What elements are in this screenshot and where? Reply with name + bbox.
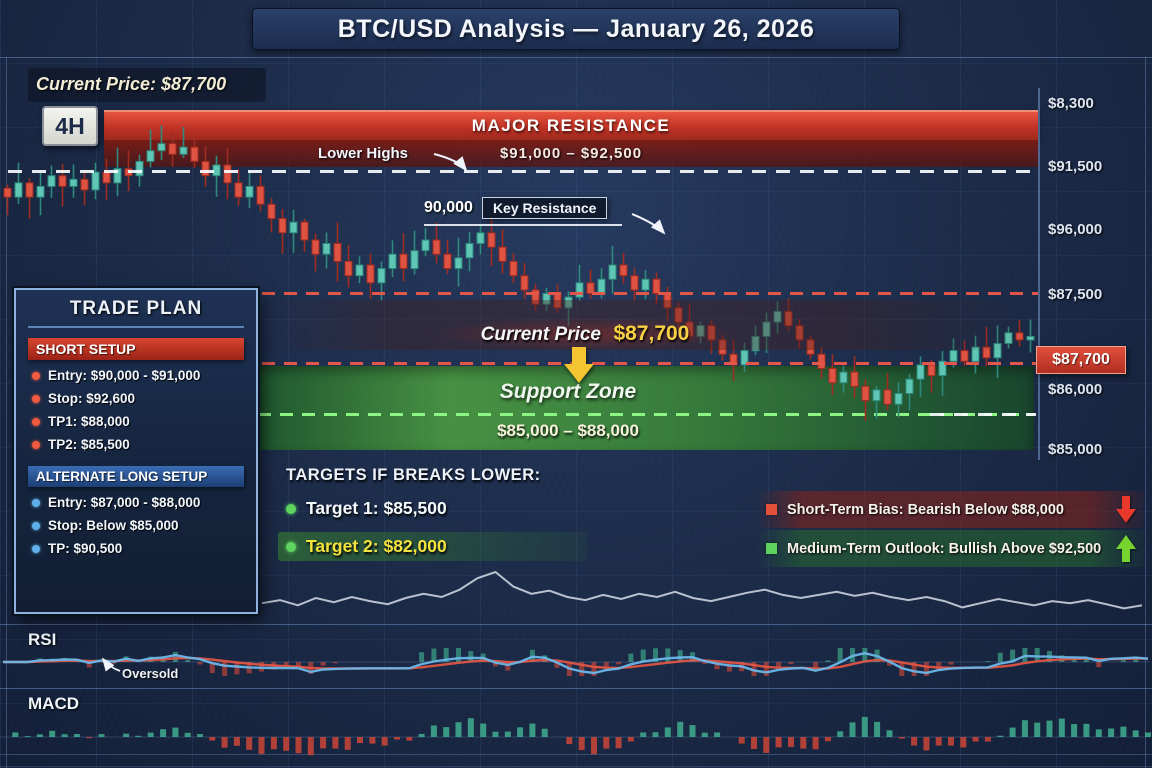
resistance-dashed-line: [262, 292, 1038, 295]
long-setup-entry: Entry: $87,000 - $88,000: [48, 495, 201, 510]
list-item: TP2: $85,500: [16, 433, 256, 456]
medium-term-outlook-badge: Medium-Term Outlook: Bullish Above $92,5…: [756, 530, 1144, 567]
price-axis-label: $96,000: [1048, 221, 1103, 238]
bullet-icon: [286, 503, 296, 514]
title-banner: BTC/USD Analysis — January 26, 2026: [252, 8, 900, 50]
rsi-label: RSI: [28, 630, 57, 649]
short-setup-banner: SHORT SETUP: [28, 338, 244, 360]
up-arrow-icon: [1116, 535, 1136, 562]
down-arrow-icon: [564, 347, 594, 384]
timeframe-badge: 4H: [42, 106, 98, 146]
bullet-icon: [32, 394, 40, 403]
list-item: Stop: Below $85,000: [16, 514, 256, 537]
key-resistance-price: 90,000: [424, 199, 473, 216]
frame-line: [0, 688, 1152, 689]
price-axis-label: $8,300: [1048, 95, 1094, 112]
support-zone-title: Support Zone: [499, 380, 637, 403]
key-resistance-arrow-icon: [631, 213, 666, 235]
major-resistance-range-row: $91,000 – $92,500: [104, 140, 1038, 167]
current-price-value: $87,700: [613, 322, 690, 345]
list-item: TP1: $88,000: [16, 410, 256, 433]
bullet-icon: [32, 371, 40, 380]
frame-line: [0, 624, 1152, 625]
bullet-icon: [32, 417, 40, 426]
current-price-dashed-line: [262, 362, 1038, 365]
bullet-icon: [32, 544, 40, 553]
support-zone-range: $85,000 – $88,000: [497, 421, 639, 440]
price-axis-label: $91,500: [1048, 158, 1103, 175]
bullet-icon: [32, 498, 40, 507]
targets-block: TARGETS IF BREAKS LOWER: Target 1: $85,5…: [278, 466, 587, 561]
down-arrow-icon: [1116, 496, 1136, 523]
current-price-tag: $87,700: [1036, 346, 1126, 374]
short-setup-tp1: TP1: $88,000: [48, 414, 130, 429]
lower-highs-line: [8, 170, 1038, 173]
lower-highs-label: Lower Highs: [318, 145, 409, 162]
list-item: Stop: $92,600: [16, 387, 256, 410]
major-resistance-title-row: MAJOR RESISTANCE: [104, 110, 1038, 140]
long-setup-banner: ALTERNATE LONG SETUP: [28, 466, 244, 487]
frame-line: [0, 766, 1152, 767]
current-price-header: Current Price: $87,700: [36, 74, 227, 94]
short-term-bias-label: Short-Term Bias: Bearish Below $88,000: [787, 501, 1064, 518]
list-item: Entry: $87,000 - $88,000: [16, 491, 256, 514]
support-trough-line: [930, 413, 1036, 416]
long-setup-stop: Stop: Below $85,000: [48, 518, 179, 533]
key-resistance-label: Key Resistance: [481, 197, 608, 219]
bearish-marker-icon: [766, 504, 777, 515]
bullet-icon: [286, 541, 296, 552]
major-resistance-range: $91,000 – $92,500: [499, 145, 643, 162]
support-zone-band: Support Zone $85,000 – $88,000: [258, 366, 1034, 450]
short-setup-entry: Entry: $90,000 - $91,000: [48, 368, 201, 383]
targets-title: TARGETS IF BREAKS LOWER:: [286, 466, 541, 484]
current-price-prefix: Current Price: [480, 324, 601, 345]
bullish-marker-icon: [766, 543, 777, 554]
price-axis-label: $87,500: [1048, 286, 1103, 303]
mini-price-sparkline: [261, 570, 1143, 610]
long-setup-tp: TP: $90,500: [48, 541, 123, 556]
frame-line: [1145, 57, 1146, 768]
short-term-bias-badge: Short-Term Bias: Bearish Below $88,000: [756, 491, 1144, 528]
frame-line: [0, 754, 1152, 755]
target-row: Target 2: $82,000: [278, 532, 587, 561]
page-title: BTC/USD Analysis — January 26, 2026: [337, 14, 815, 43]
short-setup-stop: Stop: $92,600: [48, 391, 136, 406]
bullet-icon: [32, 521, 40, 530]
target-row: Target 1: $85,500: [286, 498, 587, 519]
key-resistance-callout: 90,000 Key Resistance: [424, 197, 608, 219]
support-zone-dashed-line: [258, 413, 1034, 416]
target-1: Target 1: $85,500: [306, 498, 447, 518]
trade-plan-panel: TRADE PLAN SHORT SETUP Entry: $90,000 - …: [14, 288, 258, 614]
macd-label: MACD: [28, 694, 79, 713]
price-axis-label: $85,000: [1048, 441, 1103, 458]
price-axis-line: [1038, 88, 1040, 460]
frame-line: [6, 57, 7, 768]
major-resistance-label: MAJOR RESISTANCE: [471, 116, 671, 135]
header-smudge: [28, 68, 266, 102]
frame-line: [0, 57, 1152, 58]
oversold-label: Oversold: [122, 666, 179, 681]
bullet-icon: [32, 440, 40, 449]
medium-term-outlook-label: Medium-Term Outlook: Bullish Above $92,5…: [787, 540, 1102, 557]
list-item: TP: $90,500: [16, 537, 256, 560]
short-setup-tp2: TP2: $85,500: [48, 437, 130, 452]
oversold-arrow-icon: [101, 657, 121, 672]
major-resistance-band: MAJOR RESISTANCE $91,000 – $92,500: [104, 110, 1038, 167]
price-axis-label: $86,000: [1048, 381, 1103, 398]
trade-plan-title: TRADE PLAN: [28, 298, 244, 328]
current-price-callout: Current Price $87,700: [440, 318, 730, 350]
key-resistance-underline: [424, 224, 622, 226]
list-item: Entry: $90,000 - $91,000: [16, 364, 256, 387]
target-2: Target 2: $82,000: [306, 536, 447, 556]
